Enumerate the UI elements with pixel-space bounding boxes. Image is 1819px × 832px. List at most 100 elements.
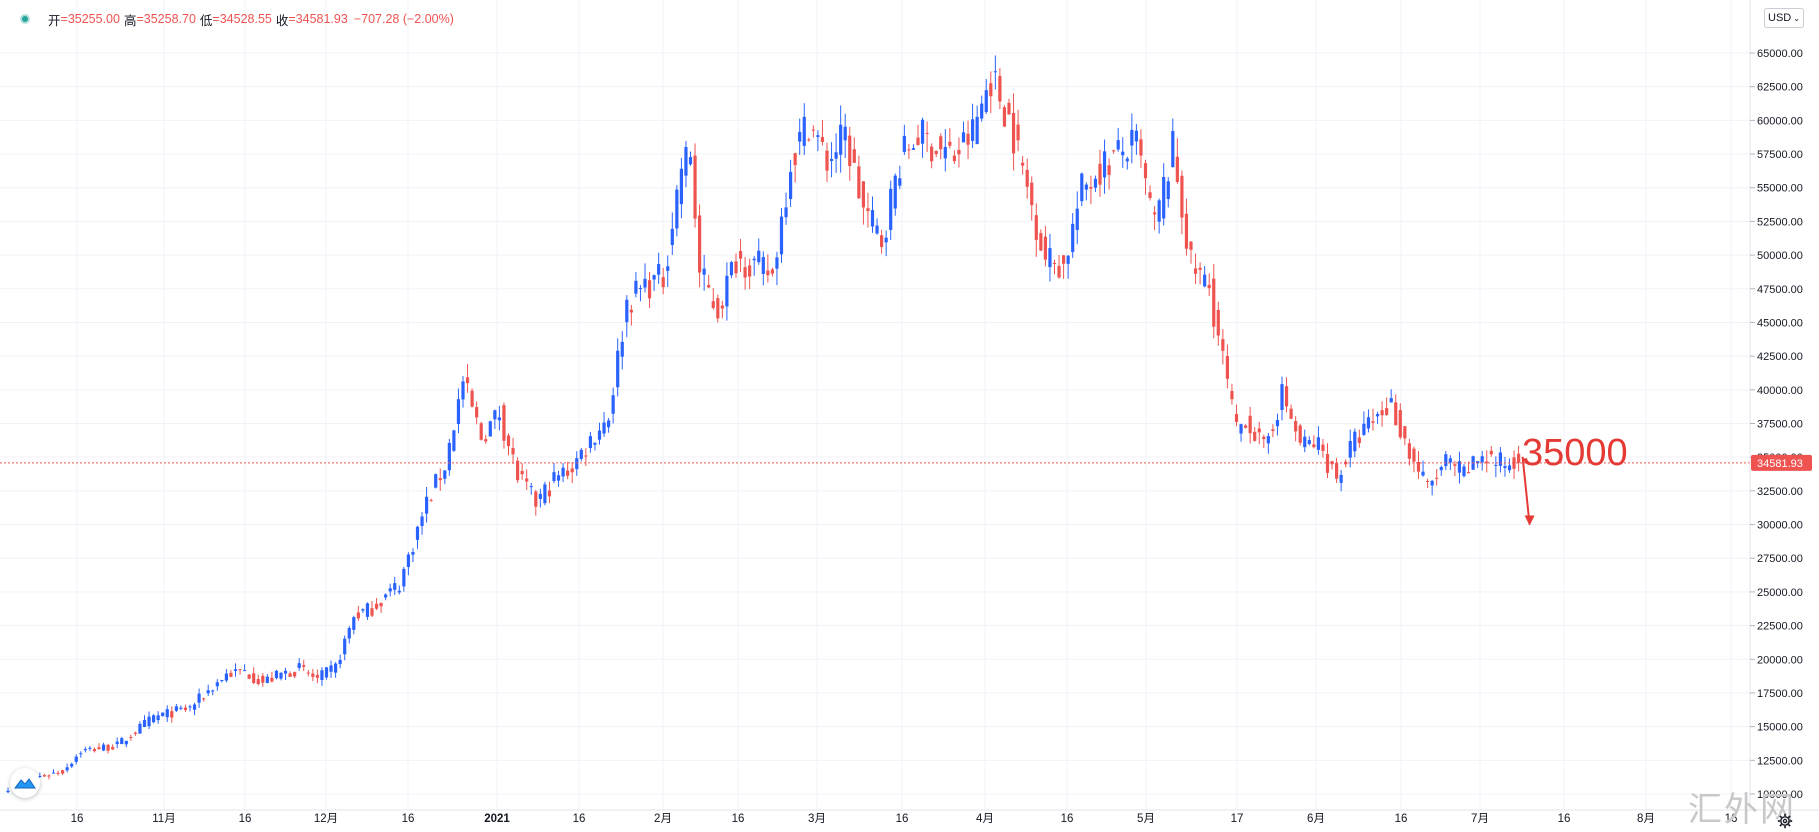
candle-body [570,468,574,473]
candle [1039,229,1043,252]
candle-body [120,738,124,745]
candle-body [479,423,483,440]
candle-body [1453,464,1457,466]
candle-body [657,264,661,275]
candle [211,689,215,696]
candle [1189,240,1193,264]
candle-body [1462,466,1466,477]
candle [370,601,374,618]
candle-body [1025,169,1029,187]
candle [461,376,465,408]
candle-body [270,677,274,682]
candle [1011,93,1016,171]
candle [1030,176,1034,221]
candle [616,338,620,397]
candle-body [1366,417,1371,429]
candle-body [1266,435,1270,444]
candle-body [161,712,165,717]
candle [374,598,379,611]
candle-body [1171,131,1175,168]
candle-body [1303,436,1307,448]
candle-body [1385,408,1389,415]
candle [297,658,301,671]
candle-body [597,430,602,440]
candle [1212,263,1216,339]
price-tick-label: 32500.00 [1757,486,1803,498]
candle [766,254,770,283]
candle-body [1407,443,1411,459]
candle [1171,118,1175,168]
tradingview-logo-icon[interactable] [10,768,40,798]
candle [725,262,729,321]
candle-body [1389,398,1393,403]
time-tick-label: 16 [1061,813,1074,825]
candle [852,137,856,163]
price-tick-label: 62500.00 [1757,82,1803,94]
candle-body [1284,386,1289,407]
candle [948,128,952,149]
candle-body [1262,436,1266,440]
candle [989,71,993,114]
mountain-icon [14,778,36,789]
candle [1462,463,1466,478]
candle [1485,450,1489,473]
candle [1021,155,1025,175]
candle [70,762,74,768]
candle-body [525,478,529,482]
annotation-arrow-shaft [1521,456,1531,525]
candle [247,673,251,680]
time-tick-label: 7月 [1471,813,1489,825]
candle [529,482,533,495]
candle [215,679,219,691]
candle [493,409,497,430]
candle-body [1102,151,1107,178]
candle [1321,438,1325,458]
price-axis[interactable]: 10000.00 12500.00 15000.00 17500.00 20000.00… [0,0,1819,811]
candle-body [1289,408,1293,419]
candle-body [1016,124,1020,141]
candle-body [384,594,388,598]
price-tick-label: 52500.00 [1757,216,1803,228]
candle [470,388,474,408]
candle [447,439,451,476]
candle-body [684,147,688,176]
time-tick-label: 4月 [976,813,994,825]
time-axis[interactable]: 16 11月 16 12月 16 2021 16 2月 16 3月 16 4月 16 5月 17 6月 16 7月… [71,813,1738,825]
gear-icon[interactable] [1777,813,1793,829]
candle [1080,172,1084,207]
candle [734,253,738,278]
candle [1426,478,1430,488]
candle-body [374,603,379,609]
candle-body [693,155,697,219]
candle-body [593,442,597,445]
candle-body [1048,248,1052,268]
high-value: =35258.70 [136,12,196,26]
candle-body [429,500,433,502]
candle [379,602,383,613]
time-tick-label: 11月 [152,813,175,825]
candle-body [456,399,461,424]
candle [602,411,606,437]
price-tick-label: 15000.00 [1757,722,1803,734]
candle [652,274,656,291]
candle [1143,159,1148,195]
time-tick-label: 17 [1231,813,1244,825]
candle-body [92,749,97,752]
candle-body [42,775,46,777]
candle-body [1416,461,1421,472]
candle-body [948,141,952,146]
candle-body [939,136,943,150]
candle [711,287,715,310]
candle [65,763,69,773]
candle-body [1466,472,1471,474]
candle-body [274,670,279,679]
candle-body [711,301,715,308]
candle [1084,182,1088,201]
currency-select[interactable]: USD ⌄ [1764,8,1804,28]
candle-body [761,257,765,274]
price-tick-label: 12500.00 [1757,755,1803,767]
low-value: =34528.55 [212,12,272,26]
candle-body [252,673,256,683]
candle-body [575,458,579,470]
